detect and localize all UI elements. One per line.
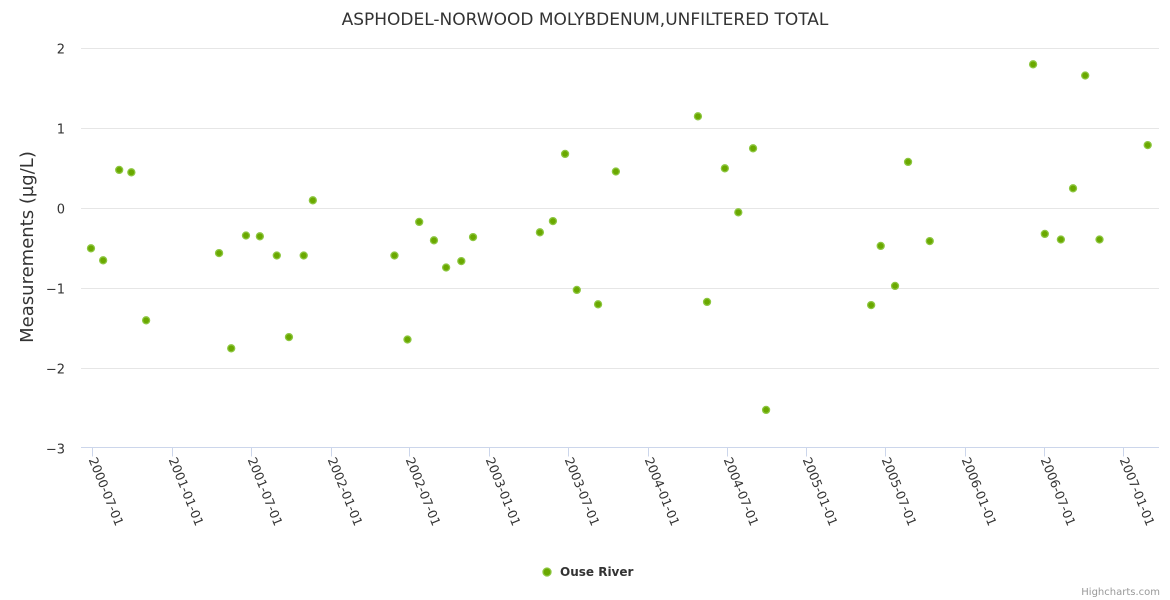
data-point [693, 112, 703, 121]
data-point [761, 405, 771, 415]
x-tick-label: 2004-01-01 [642, 455, 683, 528]
x-tick-label: 2005-07-01 [879, 455, 920, 528]
legend-label: Ouse River [560, 565, 634, 579]
data-point [535, 228, 545, 237]
data-point [611, 167, 621, 176]
data-point [241, 231, 251, 240]
data-point [214, 248, 224, 258]
data-point [560, 149, 570, 159]
data-point [98, 256, 108, 265]
data-point [572, 285, 581, 295]
data-point [702, 297, 712, 307]
x-tick-label: 2006-07-01 [1038, 455, 1079, 528]
data-point [1068, 184, 1078, 193]
legend-marker-icon [542, 567, 552, 577]
data-point [1040, 229, 1049, 239]
x-tick-label: 2003-01-01 [483, 455, 524, 528]
chart-title: ASPHODEL-NORWOOD MOLYBDENUM,UNFILTERED T… [342, 10, 829, 30]
y-axis-title: Measurements (µg/L) [17, 151, 38, 343]
y-tick-label: −2 [46, 363, 65, 378]
data-point [468, 232, 478, 242]
data-point [141, 316, 151, 325]
data-point [867, 300, 876, 310]
credits-link[interactable]: Highcharts.com [1081, 587, 1160, 598]
data-point [441, 263, 451, 272]
data-point [1143, 140, 1152, 150]
x-axis-labels: 2000-07-01 2001-01-01 2001-07-01 2002-01-01… [86, 447, 1158, 528]
data-point [1028, 60, 1038, 69]
y-tick-label: 1 [57, 123, 65, 138]
data-point [227, 344, 236, 353]
data-point [415, 217, 424, 227]
y-axis-labels: 2 1 0 −1 −2 −3 [46, 43, 65, 458]
y-tick-label: −3 [46, 443, 65, 458]
data-point [903, 157, 913, 167]
data-point [299, 251, 308, 260]
data-point [593, 300, 603, 309]
data-point [548, 216, 558, 226]
x-tick-label: 2007-01-01 [1117, 455, 1158, 528]
data-point [255, 232, 265, 241]
y-tick-label: −1 [46, 283, 65, 298]
x-tick-label: 2001-07-01 [245, 455, 286, 528]
data-point [1081, 71, 1090, 80]
x-tick-label: 2005-01-01 [800, 455, 841, 528]
data-point [1056, 235, 1066, 244]
data-point [403, 335, 412, 344]
y-tick-label: 0 [57, 203, 65, 218]
x-tick-label: 2003-07-01 [562, 455, 603, 528]
data-point [890, 281, 900, 291]
data-point [115, 165, 124, 175]
x-tick-label: 2004-07-01 [721, 455, 762, 528]
data-point [127, 168, 136, 177]
x-tick-label: 2001-01-01 [166, 455, 207, 528]
data-point [1095, 235, 1104, 244]
x-tick-label: 2000-07-01 [86, 455, 127, 528]
x-tick-label: 2006-01-01 [959, 455, 1000, 528]
legend-item-ouse-river[interactable]: Ouse River [542, 565, 634, 579]
data-point [272, 251, 281, 260]
data-point [457, 256, 466, 266]
data-point [284, 332, 294, 342]
data-point [429, 236, 439, 245]
gridlines [81, 48, 1159, 369]
data-point [390, 251, 399, 260]
y-tick-label: 2 [57, 43, 65, 58]
data-point [720, 164, 729, 173]
data-point [876, 241, 885, 251]
series-ouse-river [86, 60, 1152, 415]
x-tick-label: 2002-07-01 [403, 455, 444, 528]
data-point [86, 244, 96, 253]
x-tick-label: 2002-01-01 [325, 455, 366, 528]
data-point [734, 208, 743, 217]
data-point [925, 236, 934, 246]
data-point [308, 196, 317, 205]
data-point [748, 144, 758, 153]
